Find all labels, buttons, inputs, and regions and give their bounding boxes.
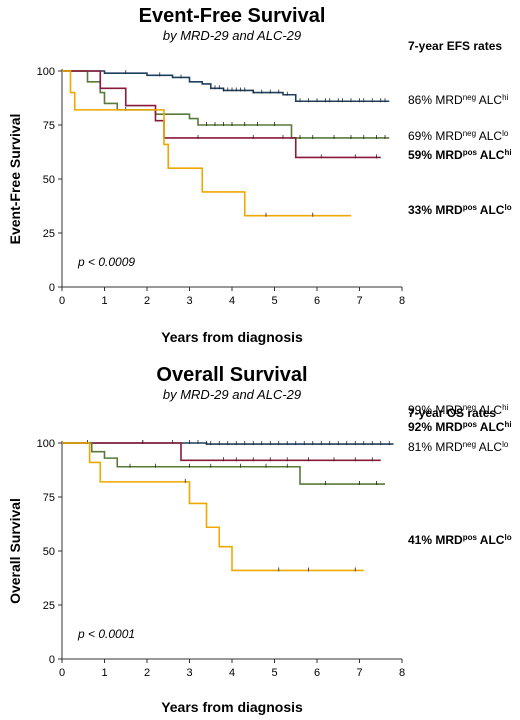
x-tick-label: 7 (356, 295, 362, 307)
series-rate: 33% MRD (408, 203, 463, 217)
p-value: p < 0.0001 (77, 627, 135, 641)
y-tick-label: 25 (43, 228, 55, 240)
series-sup-b: lo (502, 129, 509, 138)
y-tick-label: 50 (43, 546, 55, 558)
series-sup-a: neg (463, 129, 476, 138)
series-line-2 (62, 442, 385, 485)
series-label-0: 86% MRDneg ALChi (408, 93, 509, 107)
x-tick-label: 2 (144, 667, 150, 679)
series-label-0: 99% MRDneg ALChi (408, 403, 509, 417)
series-sup-b: lo (504, 533, 511, 542)
series-label-3: 41% MRDpos ALClo (408, 533, 512, 547)
chart-subtitle: by MRD-29 and ALC-29 (163, 387, 301, 402)
series-rate: 99% MRD (408, 403, 463, 417)
series-label-1: 69% MRDneg ALClo (408, 129, 509, 143)
x-tick-label: 0 (59, 295, 65, 307)
series-label-2: 59% MRDpos ALChi (408, 148, 512, 162)
series-sup-b: lo (502, 440, 509, 449)
y-axis-label: Event-Free Survival (7, 114, 23, 245)
series-rate: 92% MRD (408, 420, 463, 434)
y-axis-label: Overall Survival (7, 498, 23, 604)
series-sup-a: neg (463, 403, 476, 412)
series-line-3 (62, 442, 364, 572)
series-line-2 (62, 70, 381, 159)
x-tick-label: 7 (356, 667, 362, 679)
x-tick-label: 4 (229, 295, 235, 307)
series-sup-b: hi (502, 403, 508, 412)
series-rate: 69% MRD (408, 129, 463, 143)
x-tick-label: 3 (186, 667, 192, 679)
x-tick-label: 4 (229, 667, 235, 679)
chart-subtitle: by MRD-29 and ALC-29 (163, 28, 301, 43)
series-sup-b: hi (504, 420, 511, 429)
series-sup-a: pos (463, 203, 478, 212)
series-b: ALC (477, 203, 505, 217)
series-sup-b: lo (504, 203, 511, 212)
series-rate: 81% MRD (408, 440, 463, 454)
y-tick-label: 75 (43, 120, 55, 132)
series-line-3 (62, 70, 351, 217)
series-line-1 (62, 70, 390, 139)
chart-title: Overall Survival (156, 364, 307, 386)
chart-title: Event-Free Survival (139, 5, 326, 27)
series-sup-a: pos (463, 420, 478, 429)
series-b: ALC (476, 93, 502, 107)
series-sup-b: hi (504, 148, 511, 157)
series-rate: 86% MRD (408, 93, 463, 107)
x-tick-label: 5 (271, 295, 277, 307)
legend-title: 7-year OS rates (408, 406, 496, 420)
y-tick-label: 50 (43, 174, 55, 186)
x-tick-label: 0 (59, 667, 65, 679)
x-tick-label: 8 (399, 667, 405, 679)
x-tick-label: 2 (144, 295, 150, 307)
x-axis-label: Years from diagnosis (161, 329, 303, 345)
series-line-1 (62, 442, 381, 462)
x-tick-label: 8 (399, 295, 405, 307)
x-tick-label: 1 (101, 295, 107, 307)
y-tick-label: 0 (49, 282, 55, 294)
series-label-1: 92% MRDpos ALChi (408, 420, 512, 434)
series-sup-a: pos (463, 148, 478, 157)
y-tick-label: 0 (49, 654, 55, 666)
y-tick-label: 75 (43, 492, 55, 504)
series-label-2: 81% MRDneg ALClo (408, 440, 509, 454)
series-b: ALC (477, 533, 505, 547)
series-rate: 41% MRD (408, 533, 463, 547)
x-tick-label: 6 (314, 295, 320, 307)
p-value: p < 0.0009 (77, 255, 135, 269)
series-b: ALC (476, 403, 502, 417)
series-line-0 (62, 70, 390, 103)
y-tick-label: 25 (43, 600, 55, 612)
series-b: ALC (476, 440, 502, 454)
series-sup-a: pos (463, 533, 478, 542)
series-sup-a: neg (463, 93, 476, 102)
series-label-3: 33% MRDpos ALClo (408, 203, 512, 217)
series-sup-a: neg (463, 440, 476, 449)
y-tick-label: 100 (37, 438, 55, 450)
series-b: ALC (476, 129, 502, 143)
series-b: ALC (477, 148, 505, 162)
x-tick-label: 5 (271, 667, 277, 679)
series-rate: 59% MRD (408, 148, 463, 162)
x-axis-label: Years from diagnosis (161, 699, 303, 715)
series-b: ALC (477, 420, 505, 434)
x-tick-label: 6 (314, 667, 320, 679)
legend-title: 7-year EFS rates (408, 39, 502, 53)
x-tick-label: 3 (186, 295, 192, 307)
y-tick-label: 100 (37, 66, 55, 78)
x-tick-label: 1 (101, 667, 107, 679)
series-sup-b: hi (502, 93, 508, 102)
